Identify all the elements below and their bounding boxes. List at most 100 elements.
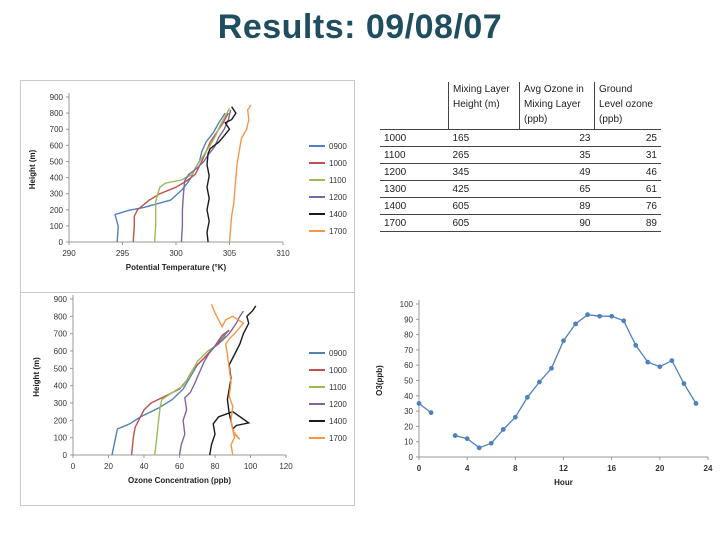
- series-line-1400: [206, 106, 237, 243]
- data-point: [428, 410, 434, 416]
- table-row: 1100 265 35 31: [380, 146, 661, 164]
- table-cell-ground-ozone: 25: [594, 129, 661, 147]
- table-cell-ground-ozone: 89: [594, 214, 661, 232]
- legend-label: 0900: [329, 349, 347, 358]
- y-tick-label: 60: [404, 361, 413, 370]
- data-point: [488, 440, 494, 446]
- y-tick-label: 20: [404, 422, 413, 431]
- legend-label: 1400: [329, 210, 347, 219]
- data-point: [681, 381, 687, 386]
- potential-temperature-plot: 0 100 200 300 400 500 600 700 800 900 290 295 300 305…: [28, 93, 347, 272]
- table-cell-time: 1100: [380, 146, 449, 164]
- series-line: [454, 314, 697, 449]
- data-point: [464, 436, 470, 442]
- data-point: [500, 427, 506, 432]
- y-axis-title: O3(ppb): [375, 365, 384, 396]
- y-tick-label: 300: [50, 190, 64, 199]
- y-tick-label: 200: [54, 416, 68, 425]
- series-line-1200: [178, 310, 244, 456]
- table-header-mixing-height: Mixing Layer Height (m): [448, 82, 520, 130]
- potential-temperature-chart: 0 100 200 300 400 500 600 700 800 900 290 295 300 305…: [20, 80, 355, 294]
- legend-label: 0900: [329, 142, 347, 151]
- table-header-avg-ozone: Avg Ozone in Mixing Layer (ppb): [519, 82, 595, 130]
- legend-label: 1100: [329, 383, 347, 392]
- table-cell-height: 345: [448, 163, 520, 181]
- y-tick-label: 600: [50, 141, 64, 150]
- x-tick-label: 120: [279, 462, 293, 471]
- y-tick-label: 200: [50, 206, 64, 215]
- table-cell-height: 605: [448, 214, 520, 232]
- data-point: [524, 394, 530, 400]
- y-tick-label: 100: [50, 222, 64, 231]
- y-tick-label: 500: [54, 364, 68, 373]
- x-axis-title: Hour: [554, 478, 573, 487]
- data-point: [645, 359, 651, 365]
- series-line-1700: [210, 303, 245, 456]
- y-tick-label: 40: [404, 392, 413, 401]
- hourly-ozone-chart: 0 10 20 30 40 50 60 70 80 90 100 0 4 8 12 16 20 24 Hour O3(…: [362, 292, 718, 512]
- table-cell-avg-ozone: 23: [519, 129, 595, 147]
- x-tick-label: 310: [276, 249, 290, 258]
- x-tick-label: 60: [175, 462, 184, 471]
- hourly-ozone-plot: 0 10 20 30 40 50 60 70 80 90 100 0 4 8 12 16 20 24 Hour O3(…: [375, 300, 713, 487]
- table-cell-height: 265: [448, 146, 520, 164]
- y-tick-label: 600: [54, 347, 68, 356]
- table-cell-height: 425: [448, 180, 520, 198]
- x-tick-label: 20: [655, 464, 664, 473]
- legend-label: 1700: [329, 227, 347, 236]
- ozone-profile-plot: 0 100 200 300 400 500 600 700 800 900 0 20 40 60 80 100…: [32, 295, 347, 485]
- y-tick-label: 0: [409, 453, 414, 462]
- x-tick-label: 4: [465, 464, 470, 473]
- table-cell-ground-ozone: 46: [594, 163, 661, 181]
- data-point: [561, 338, 566, 344]
- table-row: 1700 605 90 89: [380, 214, 661, 232]
- results-table: Mixing Layer Height (m) Avg Ozone in Mix…: [380, 82, 661, 232]
- table-cell-avg-ozone: 49: [519, 163, 595, 181]
- x-tick-label: 40: [140, 462, 149, 471]
- y-tick-label: 0: [63, 451, 68, 460]
- data-point: [669, 358, 675, 364]
- data-point: [657, 364, 663, 370]
- y-tick-label: 30: [404, 407, 413, 416]
- data-point: [573, 321, 578, 327]
- table-cell-time: 1700: [380, 214, 449, 232]
- y-tick-label: 800: [54, 312, 68, 321]
- y-tick-label: 50: [404, 377, 413, 386]
- data-point: [537, 379, 542, 385]
- data-point: [476, 445, 482, 451]
- series-line: [418, 402, 432, 414]
- x-tick-label: 0: [71, 462, 76, 471]
- y-tick-label: 90: [404, 315, 413, 324]
- y-tick-label: 400: [54, 382, 68, 391]
- legend-label: 1200: [329, 400, 347, 409]
- data-point: [585, 312, 590, 318]
- x-tick-label: 295: [116, 249, 130, 258]
- y-axis-title: Height (m): [28, 149, 37, 189]
- x-axis-title: Potential Temperature (°K): [126, 263, 227, 272]
- x-tick-label: 24: [704, 464, 713, 473]
- ozone-profile-chart: 0 100 200 300 400 500 600 700 800 900 0 20 40 60 80 100…: [20, 292, 355, 506]
- x-tick-label: 80: [211, 462, 220, 471]
- data-point: [512, 414, 518, 420]
- table-row: 1300 425 65 61: [380, 180, 661, 198]
- series-line-1100: [153, 107, 231, 243]
- table-header-time: [380, 82, 449, 130]
- legend-label: 1000: [329, 159, 347, 168]
- table-cell-time: 1000: [380, 129, 449, 147]
- data-point: [621, 318, 627, 324]
- y-axis-title: Height (m): [32, 357, 41, 397]
- x-tick-label: 16: [607, 464, 616, 473]
- table-cell-avg-ozone: 90: [519, 214, 595, 232]
- table-cell-ground-ozone: 76: [594, 197, 661, 215]
- y-tick-label: 800: [50, 109, 64, 118]
- table-cell-time: 1400: [380, 197, 449, 215]
- y-tick-label: 300: [54, 399, 68, 408]
- legend-label: 1100: [329, 176, 347, 185]
- y-tick-label: 400: [50, 174, 64, 183]
- x-tick-label: 8: [513, 464, 518, 473]
- page-title: Results: 09/08/07: [217, 8, 503, 46]
- x-axis-title: Ozone Concentration (ppb): [128, 476, 231, 485]
- y-tick-label: 10: [404, 438, 413, 447]
- table-header-ground-ozone: Ground Level ozone (ppb): [594, 82, 661, 130]
- data-point: [609, 313, 615, 319]
